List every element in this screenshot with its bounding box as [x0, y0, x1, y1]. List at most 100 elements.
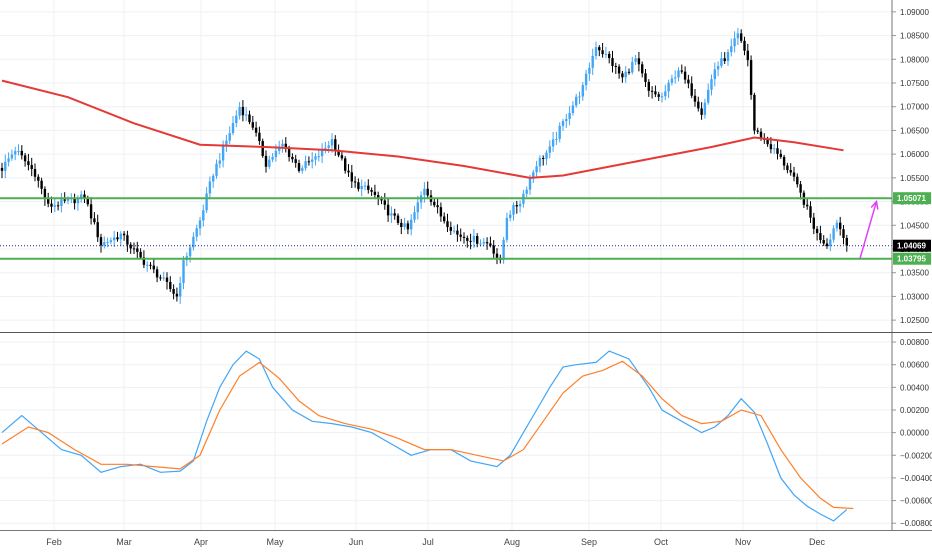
candle-body: [561, 121, 565, 126]
candle-body: [575, 96, 578, 106]
y-tick-label: 1.04500: [900, 221, 929, 230]
candle-body: [40, 180, 43, 189]
current-price-badge: [893, 239, 931, 252]
candle-body: [268, 159, 271, 167]
candle-body: [103, 242, 106, 246]
candle-body: [126, 235, 129, 245]
osc-y-tick-label: −0.00600: [900, 497, 932, 506]
candle-body: [806, 204, 809, 207]
candle-body: [30, 165, 33, 169]
candle-body: [766, 139, 769, 145]
candle-body: [350, 172, 353, 182]
candle-body: [235, 115, 238, 124]
candle-body: [782, 156, 786, 166]
y-tick-label: 1.02500: [900, 316, 929, 325]
osc-y-tick-label: −0.00800: [900, 519, 932, 528]
osc-y-tick-label: −0.00400: [900, 474, 932, 483]
candle-body: [736, 33, 740, 39]
candle-body: [60, 199, 63, 206]
candle-body: [423, 188, 426, 196]
candle-body: [700, 108, 703, 115]
candle-body: [598, 47, 601, 51]
x-tick-label: Nov: [735, 537, 752, 547]
x-tick-label: Oct: [654, 537, 669, 547]
candle-body: [99, 237, 103, 246]
candle-body: [555, 138, 558, 140]
candle-body: [433, 201, 436, 206]
candle-body: [809, 206, 812, 218]
y-tick-label: 1.08000: [900, 55, 929, 64]
candle-body: [839, 222, 842, 230]
candle-body: [713, 69, 716, 80]
candle-body: [588, 67, 591, 74]
x-tick-label: May: [266, 537, 284, 547]
candle-body: [631, 61, 634, 73]
x-tick-label: Sep: [581, 537, 597, 547]
candle-body: [449, 227, 452, 231]
candle-body: [690, 83, 693, 96]
candle-body: [746, 50, 749, 61]
candle-body: [195, 228, 198, 237]
candle-body: [198, 220, 202, 229]
candle-body: [162, 277, 165, 279]
candle-body: [119, 233, 122, 240]
candle-body: [703, 102, 707, 115]
candle-body: [693, 95, 697, 102]
candle-body: [443, 216, 446, 222]
candle-body: [657, 94, 660, 97]
candle-body: [347, 170, 350, 173]
candle-body: [304, 161, 307, 169]
candle-body: [106, 242, 109, 244]
candle-body: [459, 234, 462, 237]
candle-body: [525, 189, 528, 194]
candle-body: [159, 277, 162, 279]
candle-body: [360, 186, 363, 190]
y-tick-label: 1.03000: [900, 292, 929, 301]
osc-y-tick-label: 0.00200: [900, 406, 929, 415]
candle-body: [548, 146, 551, 153]
candle-body: [264, 155, 268, 167]
osc-y-tick-label: 0.00600: [900, 361, 929, 370]
oscillator-plot: [1, 350, 854, 522]
osc-y-tick-label: 0.00400: [900, 383, 929, 392]
candle-body: [314, 156, 317, 160]
candle-body: [627, 71, 631, 73]
candle-body: [136, 248, 139, 252]
candle-body: [80, 194, 83, 198]
candle-body: [769, 144, 773, 150]
candle-body: [845, 237, 848, 246]
candle-body: [218, 160, 221, 164]
candle-body: [532, 172, 535, 179]
candle-body: [386, 204, 390, 216]
candle-body: [624, 71, 627, 78]
candle-body: [271, 156, 274, 160]
candle-body: [796, 176, 799, 185]
candle-body: [113, 237, 116, 241]
oscillator-fast-line: [1, 350, 848, 522]
candle-body: [647, 81, 650, 91]
candle-body: [578, 96, 581, 98]
candle-body: [14, 151, 17, 155]
candle-body: [96, 222, 99, 238]
candle-body: [416, 202, 419, 213]
candle-body: [89, 204, 93, 219]
candle-body: [20, 150, 23, 156]
y-tick-label: 1.07000: [900, 103, 929, 112]
candle-body: [825, 243, 829, 247]
candle-body: [142, 257, 146, 265]
candle-body: [23, 155, 27, 162]
x-tick-label: Jul: [422, 537, 434, 547]
candle-body: [330, 139, 334, 146]
candle-body: [245, 114, 248, 116]
y-tick-label: 1.03500: [900, 269, 929, 278]
candle-body: [439, 207, 443, 217]
candle-body: [400, 222, 403, 228]
candle-body: [634, 58, 637, 62]
candle-body: [301, 168, 304, 171]
candle-body: [452, 230, 456, 232]
candle-body: [169, 281, 172, 289]
candle-body: [829, 239, 832, 247]
candle-body: [165, 277, 169, 282]
candle-body: [512, 205, 515, 215]
